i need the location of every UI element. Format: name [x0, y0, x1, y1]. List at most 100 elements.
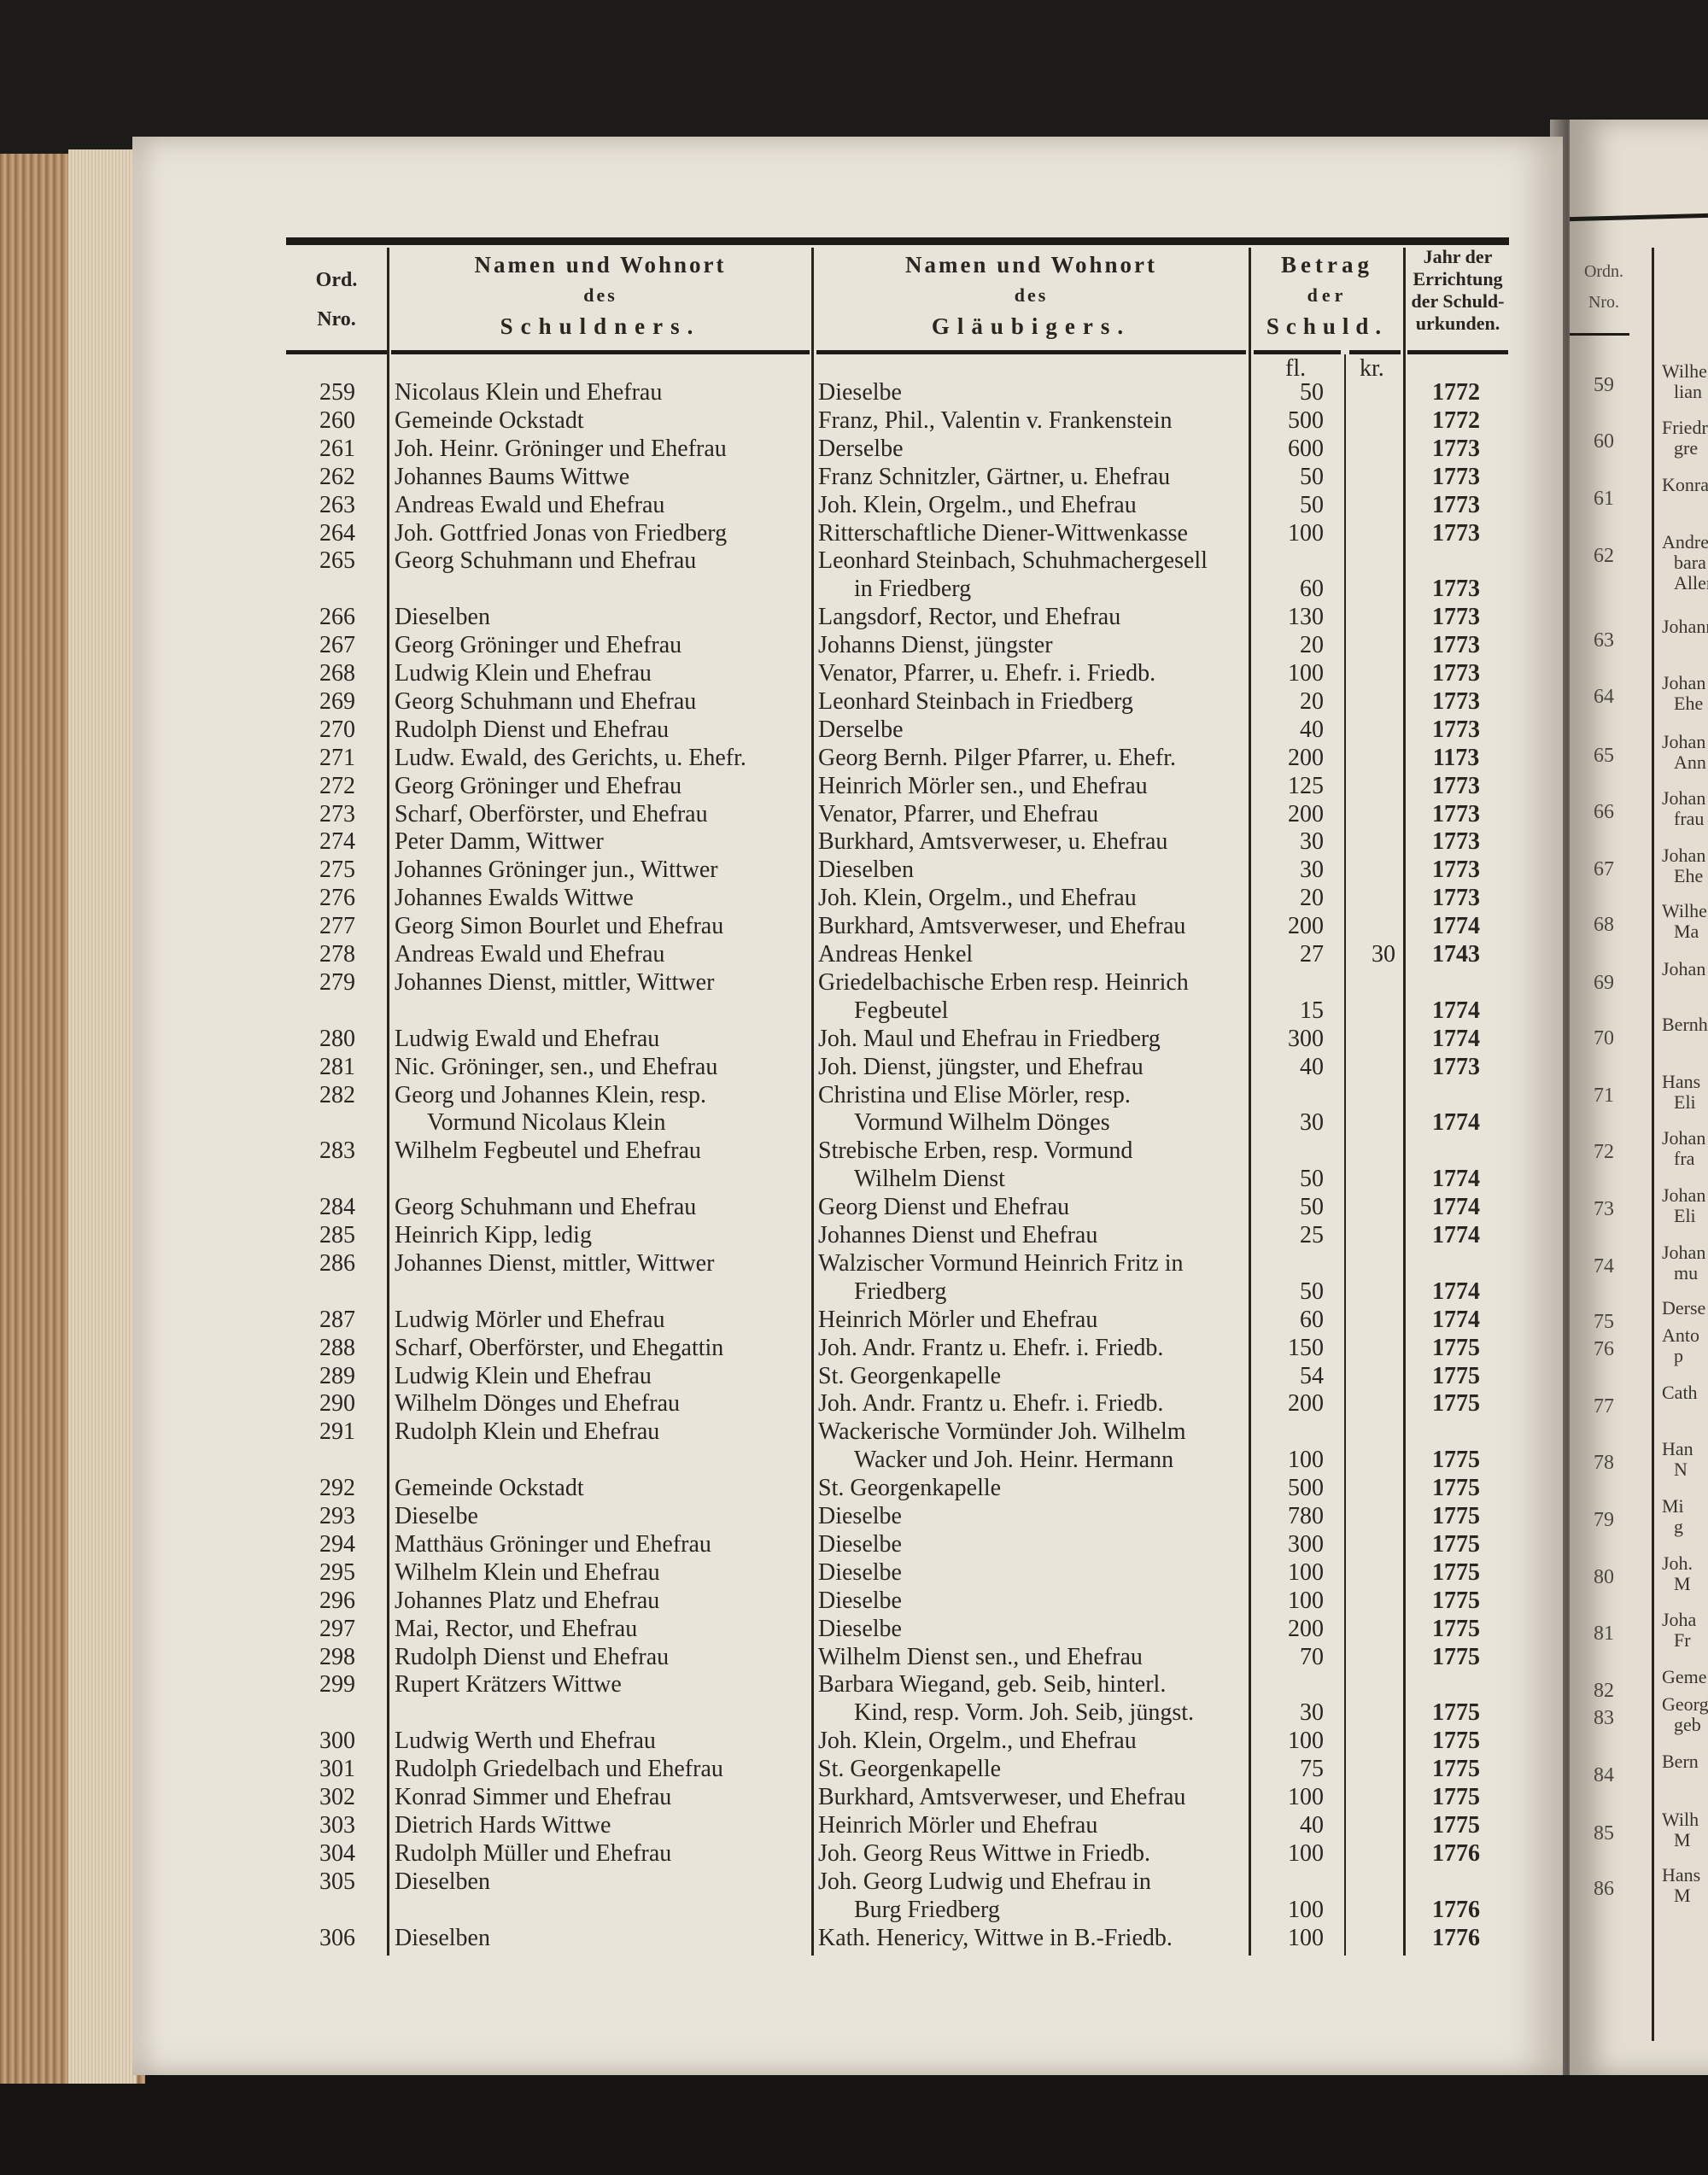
- header-rule-kr: [1349, 350, 1401, 354]
- row-number: 279: [319, 968, 355, 996]
- debtor-name: Ludwig Klein und Ehefrau: [395, 660, 652, 687]
- header-year-line3: der Schuld-: [1411, 290, 1505, 312]
- right-entry-fragment: Friedr: [1662, 417, 1708, 439]
- amount-fl: 40: [1300, 1053, 1324, 1080]
- amount-fl: 780: [1288, 1503, 1324, 1529]
- debtor-name: Johannes Baums Wittwe: [395, 463, 630, 490]
- debtor-name: Nic. Gröninger, sen., und Ehefrau: [395, 1053, 718, 1080]
- debtor-name: Rudolph Dienst und Ehefrau: [395, 716, 670, 743]
- year: 1773: [1432, 660, 1480, 687]
- header-debtor-line2: des: [583, 284, 617, 306]
- right-entry-fragment: Ann: [1674, 751, 1706, 773]
- debtor-name: Georg und Johannes Klein, resp.: [395, 1081, 706, 1108]
- debtor-name: Ludwig Klein und Ehefrau: [395, 1362, 652, 1389]
- debtor-name: Georg Gröninger und Ehefrau: [395, 632, 682, 659]
- row-number: 264: [319, 519, 355, 547]
- creditor-name: Griedelbachische Erben resp. Heinrich: [818, 968, 1189, 996]
- year: 1773: [1432, 604, 1480, 631]
- row-number: 276: [319, 885, 355, 912]
- amount-fl: 40: [1300, 1811, 1324, 1839]
- year: 1743: [1432, 941, 1480, 968]
- right-entry-fragment: Anto: [1662, 1324, 1699, 1347]
- creditor-name: Christina und Elise Mörler, resp.: [818, 1081, 1131, 1108]
- year: 1775: [1432, 1503, 1480, 1529]
- row-number: 293: [319, 1503, 355, 1529]
- amount-fl: 100: [1288, 519, 1324, 547]
- right-entry-fragment: Han: [1662, 1438, 1693, 1460]
- amount-fl: 130: [1288, 604, 1324, 631]
- right-row-number: 75: [1594, 1310, 1614, 1333]
- row-number: 267: [319, 632, 355, 659]
- amount-fl: 500: [1288, 406, 1324, 434]
- amount-fl: 600: [1288, 435, 1324, 462]
- creditor-name: Derselbe: [818, 435, 904, 462]
- column-line-creditor: [1249, 248, 1251, 1956]
- row-number: 286: [319, 1249, 355, 1277]
- debtor-name: Johannes Dienst, mittler, Wittwer: [395, 1249, 715, 1277]
- amount-fl: 150: [1288, 1334, 1324, 1361]
- creditor-name: Dieselbe: [818, 1503, 902, 1529]
- right-row-number: 72: [1594, 1141, 1614, 1164]
- column-line-debtor: [811, 248, 814, 1956]
- debtor-name: Joh. Gottfried Jonas von Friedberg: [395, 519, 728, 547]
- row-number: 260: [319, 406, 355, 434]
- creditor-name: Derselbe: [818, 716, 904, 743]
- header-amount-line1: Betrag: [1281, 252, 1373, 278]
- debtor-name: Vormund Nicolaus Klein: [427, 1109, 666, 1137]
- debtor-name: Ludwig Ewald und Ehefrau: [395, 1025, 660, 1052]
- row-number: 304: [319, 1839, 355, 1867]
- creditor-name: Joh. Maul und Ehefrau in Friedberg: [818, 1025, 1161, 1052]
- row-number: 302: [319, 1784, 355, 1810]
- right-entry-fragment: Mi: [1662, 1495, 1684, 1517]
- amount-fl: 25: [1300, 1222, 1324, 1248]
- year: 1776: [1432, 1896, 1480, 1923]
- right-row-number: 86: [1594, 1878, 1614, 1901]
- right-row-number: 82: [1594, 1679, 1614, 1702]
- right-row-number: 81: [1594, 1622, 1614, 1646]
- header-creditor-line2: des: [1014, 284, 1049, 306]
- amount-fl: 50: [1300, 379, 1324, 406]
- amount-fl: 100: [1288, 1447, 1324, 1474]
- debtor-name: Georg Gröninger und Ehefrau: [395, 772, 682, 799]
- right-entry-fragment: Wilhe: [1662, 899, 1707, 921]
- amount-fl: 50: [1300, 1166, 1324, 1193]
- creditor-name: Dieselbe: [818, 1558, 902, 1586]
- right-row-number: 73: [1594, 1198, 1614, 1220]
- right-entry-fragment: Johan: [1662, 787, 1706, 810]
- header-amount: Betrag der Schuld.: [1251, 249, 1403, 342]
- right-entry-fragment: Joh.: [1662, 1552, 1693, 1574]
- amount-fl: 100: [1288, 1558, 1324, 1586]
- header-ord-line: Ord.: [315, 269, 358, 291]
- debtor-name: Matthäus Gröninger und Ehefrau: [395, 1530, 711, 1558]
- creditor-name: St. Georgenkapelle: [818, 1756, 1002, 1783]
- debtor-name: Gemeinde Ockstadt: [395, 406, 584, 434]
- creditor-name: Heinrich Mörler sen., und Ehefrau: [818, 772, 1148, 799]
- creditor-name: in Friedberg: [854, 576, 972, 603]
- amount-fl: 60: [1300, 576, 1324, 603]
- amount-fl: 60: [1300, 1306, 1324, 1333]
- right-row-number: 59: [1594, 373, 1614, 396]
- header-nro-line: Nro.: [317, 308, 356, 330]
- row-number: 259: [319, 379, 355, 406]
- creditor-name: Ritterschaftliche Diener-Wittwenkasse: [818, 519, 1188, 547]
- row-number: 282: [319, 1081, 355, 1108]
- right-entry-fragment: Johan: [1662, 672, 1706, 694]
- row-number: 261: [319, 435, 355, 462]
- row-number: 290: [319, 1390, 355, 1418]
- creditor-name: Dieselbe: [818, 1587, 902, 1614]
- right-row-number: 74: [1594, 1254, 1614, 1278]
- creditor-name: Kind, resp. Vorm. Joh. Seib, jüngst.: [854, 1699, 1194, 1727]
- amount-fl: 100: [1288, 660, 1324, 687]
- right-entry-fragment: mu: [1674, 1261, 1699, 1283]
- row-number: 301: [319, 1756, 355, 1783]
- creditor-name: Dieselbe: [818, 1530, 902, 1558]
- creditor-name: Dieselbe: [818, 1615, 902, 1642]
- debtor-name: Dieselben: [395, 1924, 490, 1951]
- year: 1773: [1432, 828, 1480, 856]
- header-creditor-line3: Gläubigers.: [931, 313, 1132, 339]
- row-number: 294: [319, 1530, 355, 1558]
- right-row-number: 68: [1594, 913, 1614, 936]
- creditor-name: Andreas Henkel: [818, 941, 974, 968]
- amount-fl: 54: [1300, 1362, 1324, 1389]
- amount-fl: 125: [1288, 772, 1324, 799]
